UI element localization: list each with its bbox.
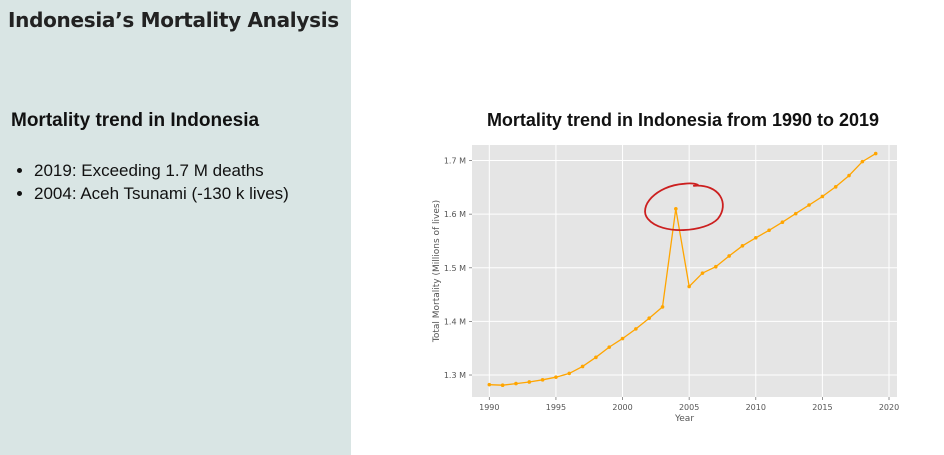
data-point xyxy=(660,305,665,309)
data-point xyxy=(674,207,678,211)
y-tick-label: 1.4 M xyxy=(444,317,466,326)
section-heading: Mortality trend in Indonesia xyxy=(11,110,260,131)
y-axis-label: Total Mortality (Millions of lives) xyxy=(432,200,442,343)
data-point xyxy=(847,173,851,178)
data-point xyxy=(487,382,492,387)
data-point xyxy=(620,336,625,341)
grid xyxy=(472,145,897,397)
data-point xyxy=(580,364,585,369)
data-point xyxy=(780,220,785,225)
x-tick-label: 1990 xyxy=(479,403,499,412)
y-tick-label: 1.6 M xyxy=(444,210,466,219)
key-facts-list: 2019: Exceeding 1.7 M deaths 2004: Aceh … xyxy=(14,161,289,207)
data-point xyxy=(567,371,572,376)
x-tick-label: 1995 xyxy=(546,403,566,412)
page-title: Indonesia’s Mortality Analysis xyxy=(8,8,339,32)
x-tick-label: 2000 xyxy=(612,403,632,412)
data-point xyxy=(594,355,598,360)
list-item: 2019: Exceeding 1.7 M deaths xyxy=(34,161,289,180)
series-group xyxy=(487,151,878,388)
data-point xyxy=(687,284,691,289)
data-point xyxy=(700,271,705,275)
data-point xyxy=(727,254,731,258)
series-line xyxy=(489,153,877,386)
x-tick-label: 2005 xyxy=(679,403,699,412)
data-point xyxy=(860,159,865,164)
chart-title: Mortality trend in Indonesia from 1990 t… xyxy=(486,110,880,130)
data-point xyxy=(820,194,825,199)
list-item: 2004: Aceh Tsunami (-130 k lives) xyxy=(34,184,289,203)
data-point xyxy=(873,151,878,156)
x-tick-label: 2015 xyxy=(812,403,832,412)
y-axis: 1.3 M 1.4 M 1.5 M 1.6 M 1.7 M xyxy=(444,157,472,380)
y-tick-label: 1.3 M xyxy=(444,371,466,380)
x-axis: 1990 1995 2000 2005 2010 2015 2020 xyxy=(479,397,899,412)
x-tick-label: 2010 xyxy=(746,403,766,412)
y-tick-label: 1.7 M xyxy=(444,157,466,166)
data-point xyxy=(753,235,758,240)
data-point xyxy=(647,316,651,320)
data-point xyxy=(740,244,745,248)
left-panel: Indonesia’s Mortality Analysis Mortality… xyxy=(0,0,351,455)
x-tick-label: 2020 xyxy=(879,403,899,412)
data-point xyxy=(793,211,798,216)
plot-background xyxy=(472,145,897,397)
data-point xyxy=(514,381,518,386)
data-point xyxy=(767,228,771,233)
data-point xyxy=(807,203,811,207)
y-tick-label: 1.5 M xyxy=(444,264,466,273)
annotation-group xyxy=(644,182,724,231)
data-point xyxy=(833,185,838,189)
data-point xyxy=(634,327,638,331)
data-point xyxy=(540,378,545,382)
annotation-circle xyxy=(644,182,724,231)
data-point xyxy=(554,375,558,379)
x-axis-label: Year xyxy=(674,414,694,424)
data-point xyxy=(607,345,612,349)
data-point xyxy=(500,383,505,388)
mortality-line-chart: 1.3 M 1.4 M 1.5 M 1.6 M 1.7 M 1990 1995 2000 20… xyxy=(432,145,899,424)
data-point xyxy=(527,380,532,384)
data-point xyxy=(714,264,718,269)
